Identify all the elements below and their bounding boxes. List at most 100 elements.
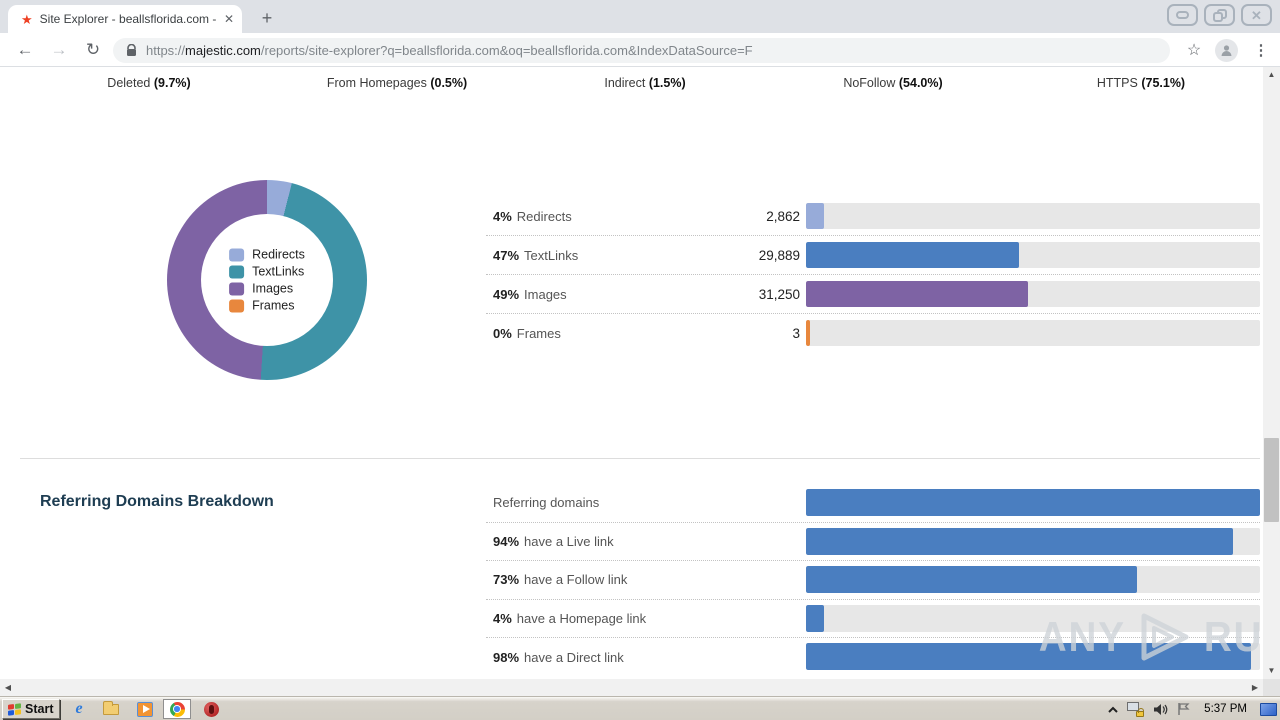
browser-toolbar: ← → ↻ https://majestic.com/reports/site-… [0, 33, 1280, 67]
profile-avatar[interactable] [1215, 39, 1238, 62]
folder-icon[interactable] [100, 699, 122, 719]
close-icon: ✕ [1251, 7, 1262, 23]
bar-track [806, 604, 1260, 632]
scrollbar-corner [1263, 679, 1280, 696]
red-app-icon[interactable] [200, 699, 222, 719]
stat-item: HTTPS (75.1%) [1096, 76, 1186, 90]
referring-domain-row: 4% have a Homepage link [486, 600, 1260, 639]
referring-domain-row: 73% have a Follow link [486, 561, 1260, 600]
minimize-button[interactable] [1167, 4, 1198, 26]
url-scheme: https:// [146, 43, 186, 58]
donut-hole [201, 214, 333, 346]
bar-track [806, 643, 1260, 671]
minimize-icon [1176, 11, 1189, 19]
bar-track [806, 281, 1260, 307]
url-host: majestic.com [185, 43, 261, 58]
start-button[interactable]: Start [2, 699, 60, 719]
bar-track [806, 527, 1260, 555]
bar-row-label: 94% have a Live link [493, 533, 614, 549]
scroll-right-icon[interactable]: ▶ [1251, 683, 1259, 692]
link-type-row: 47% TextLinks 29,889 [486, 236, 1260, 275]
bar-track [806, 203, 1260, 229]
restore-icon [1212, 8, 1227, 22]
legend-label: TextLinks [252, 264, 305, 279]
lock-icon [126, 44, 137, 57]
stat-item: Indirect (1.5%) [604, 76, 686, 90]
legend-label: Redirects [252, 247, 305, 262]
top-stats-row: Deleted (9.7%) From Homepages (0.5%) Indir… [25, 76, 1265, 90]
browser-menu-icon[interactable]: ⋮ [1253, 42, 1269, 59]
start-label: Start [25, 702, 54, 716]
back-button[interactable]: ← [16, 40, 34, 59]
bar-fill [806, 242, 1020, 268]
reload-button[interactable]: ↻ [85, 40, 101, 59]
tab-strip: ★ Site Explorer - beallsflorida.com - Su… [0, 0, 1280, 33]
volume-icon[interactable] [1153, 703, 1168, 716]
bar-row-value: 29,889 [758, 247, 800, 263]
flag-icon[interactable] [1177, 702, 1191, 716]
media-player-icon[interactable] [134, 699, 156, 719]
legend-item: Redirects [229, 248, 305, 262]
bar-track [806, 489, 1260, 516]
legend-item: Frames [229, 299, 305, 313]
person-icon [1221, 45, 1232, 56]
system-tray: 5:37 PM [1108, 697, 1277, 720]
legend-swatch [229, 248, 245, 261]
donut-legend: Redirects TextLinks Images Frames [229, 245, 305, 316]
referring-domain-row: 94% have a Live link [486, 523, 1260, 562]
section-title: Referring Domains Breakdown [40, 493, 274, 510]
bar-row-value: 31,250 [758, 286, 800, 302]
favicon-star-icon: ★ [21, 11, 33, 27]
link-types-donut-chart: Redirects TextLinks Images Frames [167, 180, 367, 380]
section-divider [20, 458, 1260, 459]
internet-explorer-icon[interactable]: e [75, 700, 83, 717]
legend-item: Images [229, 282, 305, 296]
bar-fill [806, 643, 1251, 671]
bar-row-value: 2,862 [766, 208, 800, 224]
browser-tab[interactable]: ★ Site Explorer - beallsflorida.com - Su… [8, 5, 242, 33]
bar-fill [806, 566, 1138, 594]
scroll-down-icon[interactable]: ▼ [1267, 666, 1276, 675]
bar-row-label: 0% Frames [493, 326, 561, 341]
bookmark-star-icon[interactable]: ☆ [1186, 42, 1202, 59]
bar-row-label: 49% Images [493, 286, 567, 302]
legend-label: Images [252, 281, 294, 296]
bar-fill [806, 281, 1029, 307]
show-desktop-icon[interactable] [1260, 702, 1277, 716]
link-type-row: 49% Images 31,250 [486, 275, 1260, 314]
legend-swatch [229, 265, 245, 278]
address-bar[interactable]: https://majestic.com/reports/site-explor… [113, 38, 1170, 63]
link-types-bar-chart: 4% Redirects 2,862 47% TextLinks 29,889 49% Ima… [486, 197, 1260, 353]
url-path: /reports/site-explorer?q=beallsflorida.c… [260, 43, 753, 58]
legend-swatch [229, 282, 245, 295]
window-controls: ✕ [1167, 4, 1272, 26]
network-lock-icon[interactable] [1127, 701, 1145, 717]
bar-row-label: 4% have a Homepage link [493, 611, 647, 627]
windows-flag-icon [8, 702, 21, 716]
tray-chevron-up-icon[interactable] [1108, 706, 1118, 713]
close-button[interactable]: ✕ [1241, 4, 1272, 26]
bar-track [806, 566, 1260, 594]
bar-fill [806, 203, 825, 229]
new-tab-button[interactable]: + [261, 8, 273, 28]
stat-item: NoFollow (54.0%) [843, 76, 943, 90]
bar-row-value: 3 [792, 326, 800, 341]
bar-row-label: 98% have a Direct link [493, 650, 624, 666]
forward-button[interactable]: → [50, 40, 68, 59]
page-content: Deleted (9.7%) From Homepages (0.5%) Indir… [0, 67, 1280, 696]
url-text: https://majestic.com/reports/site-explor… [146, 43, 753, 58]
bar-row-label: 4% Redirects [493, 208, 572, 224]
bar-track [806, 320, 1260, 346]
vertical-scroll-thumb[interactable] [1264, 438, 1279, 522]
vertical-scrollbar[interactable]: ▲ ▼ [1263, 67, 1280, 679]
horizontal-scrollbar[interactable]: ◀ ▶ [0, 679, 1263, 696]
tab-close-icon[interactable]: ✕ [223, 12, 234, 26]
taskbar-clock: 5:37 PM [1204, 703, 1247, 715]
chrome-icon[interactable] [162, 699, 192, 719]
stat-item: Deleted (9.7%) [107, 76, 191, 90]
scroll-left-icon[interactable]: ◀ [4, 683, 12, 692]
legend-swatch [229, 299, 245, 312]
scroll-up-icon[interactable]: ▲ [1267, 70, 1276, 79]
restore-button[interactable] [1204, 4, 1235, 26]
bar-row-label: 73% have a Follow link [493, 572, 628, 588]
